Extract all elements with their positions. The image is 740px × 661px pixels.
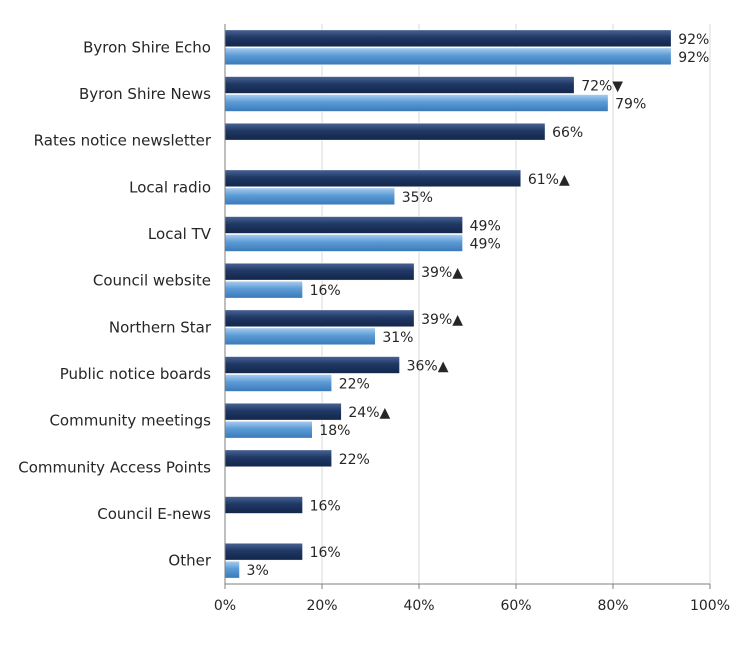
data-label: 92% (678, 32, 709, 48)
category-label: Rates notice newsletter (34, 132, 212, 150)
x-tick-label: 20% (306, 598, 337, 614)
category-label: Byron Shire News (79, 85, 211, 103)
bar-dark (224, 449, 332, 468)
data-label: 49% (470, 237, 501, 253)
x-tick-label: 0% (214, 598, 236, 614)
data-label: 92% (678, 50, 709, 66)
bar-dark (224, 29, 672, 48)
bar-dark (224, 356, 400, 374)
data-label: 66% (552, 125, 583, 141)
category-label: Community meetings (49, 412, 211, 430)
category-label: Council E-news (97, 505, 211, 523)
x-tick-label: 100% (690, 598, 730, 614)
category-label: Council website (93, 272, 211, 290)
data-label: 31% (382, 330, 413, 346)
bar-light (224, 94, 609, 112)
data-label: 61%▲ (528, 172, 570, 188)
bar-light (224, 47, 672, 66)
data-label: 39%▲ (421, 265, 463, 281)
bar-dark (224, 169, 522, 188)
gridlines (321, 24, 711, 584)
data-label: 49% (470, 219, 501, 235)
data-label: 3% (247, 563, 269, 579)
bar-light (224, 420, 313, 439)
category-label: Community Access Points (18, 458, 211, 476)
category-label: Other (168, 552, 211, 570)
data-label: 39%▲ (421, 312, 463, 328)
bar-dark (224, 542, 303, 561)
bar-dark (224, 262, 415, 281)
bar-dark (224, 402, 342, 421)
bar-light (224, 187, 396, 206)
data-label: 79% (615, 97, 646, 113)
bar-light (224, 560, 240, 579)
bar-light (224, 327, 376, 346)
bar-dark (224, 122, 546, 141)
bar-dark (224, 76, 575, 94)
data-label: 24%▲ (348, 405, 390, 421)
bars: 92% 92% 72%▼ 79% 66% 61%▲ 35% 49% 49% 39%▲ 16% 39%▲… (224, 29, 709, 579)
category-label: Byron Shire Echo (83, 38, 211, 56)
bar-light (224, 374, 332, 392)
data-label: 16% (310, 545, 341, 561)
bar-light (224, 234, 463, 252)
x-tick-label: 60% (500, 598, 531, 614)
category-labels: Byron Shire Echo Byron Shire News Rates no… (18, 38, 212, 569)
category-label: Local TV (148, 225, 212, 243)
bar-dark (224, 216, 463, 234)
x-axis-ticks: 0% 20% 40% 60% 80% 100% (214, 583, 730, 614)
data-label: 36%▲ (407, 359, 449, 375)
bar-dark (224, 309, 415, 328)
x-tick-label: 80% (597, 598, 628, 614)
bar-light (224, 280, 303, 299)
category-label: Local radio (129, 178, 211, 196)
category-label: Northern Star (109, 318, 212, 336)
bar-dark (224, 496, 303, 514)
data-label: 18% (319, 423, 350, 439)
data-label: 22% (339, 452, 370, 468)
data-label: 72%▼ (581, 79, 623, 95)
category-label: Public notice boards (60, 365, 211, 383)
data-label: 16% (310, 499, 341, 515)
data-label: 16% (310, 283, 341, 299)
x-tick-label: 40% (403, 598, 434, 614)
data-label: 22% (339, 377, 370, 393)
data-label: 35% (402, 190, 433, 206)
